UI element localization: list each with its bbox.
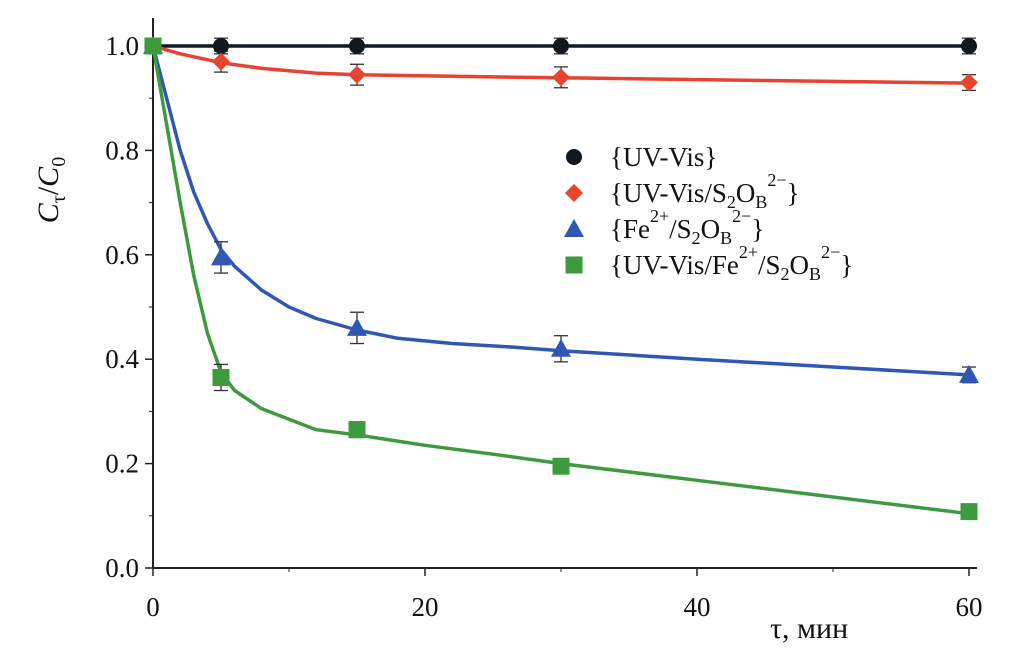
y-tick-label: 0.2 (105, 449, 139, 479)
legend-marker-2 (564, 219, 584, 237)
data-point-0-3 (553, 38, 569, 54)
y-tick-label: 0.6 (105, 240, 139, 270)
data-point-3-3 (552, 457, 570, 475)
y-tick-label: 0.8 (105, 135, 139, 165)
data-point-0-2 (349, 38, 365, 54)
series-line-3 (151, 44, 971, 516)
legend: {UV-Vis}{UV-Vis/S2OB2−}{Fe2+/S2OB2−}{UV-… (564, 142, 853, 284)
data-point-2-4 (959, 364, 979, 383)
legend-label-3: {UV-Vis/Fe2+/S2OB2−} (610, 242, 853, 284)
legend-label-2: {Fe2+/S2OB2−} (610, 206, 764, 248)
legend-marker-0 (566, 149, 582, 165)
data-point-2-3 (551, 338, 571, 357)
data-point-0-1 (213, 38, 229, 54)
series-line-2 (151, 44, 971, 377)
data-point-3-4 (960, 503, 978, 521)
data-point-2-1 (211, 247, 231, 266)
x-axis-title: τ, мин (770, 612, 848, 645)
data-point-3-2 (348, 421, 366, 439)
y-tick-label: 0.4 (105, 344, 139, 374)
x-tick-label: 20 (412, 592, 439, 622)
y-tick-label: 1.0 (105, 31, 139, 61)
data-point-1-3 (552, 68, 570, 87)
x-tick-label: 40 (684, 592, 711, 622)
data-markers (143, 36, 979, 521)
axis-titles: Cτ/C0 τ, мин (32, 157, 848, 645)
axes: 0.0 0.2 0.4 0.6 0.8 1.0 0 20 40 60 (105, 18, 983, 622)
legend-marker-1 (565, 184, 583, 202)
y-tick-label: 0.0 (105, 553, 139, 583)
series-line-1 (151, 44, 971, 85)
data-point-0-4 (961, 38, 977, 54)
data-point-1-2 (348, 65, 366, 84)
data-point-1-4 (960, 73, 978, 92)
legend-label-0: {UV-Vis} (610, 142, 717, 172)
data-point-3-0 (144, 37, 162, 55)
data-point-3-1 (212, 368, 230, 386)
y-axis-title: Cτ/C0 (32, 157, 70, 223)
data-point-1-1 (212, 52, 230, 71)
x-tick-label: 60 (956, 592, 983, 622)
legend-marker-3 (565, 256, 583, 274)
x-tick-label: 0 (146, 592, 160, 622)
data-point-2-2 (347, 317, 367, 336)
legend-label-1: {UV-Vis/S2OB2−} (610, 170, 800, 212)
